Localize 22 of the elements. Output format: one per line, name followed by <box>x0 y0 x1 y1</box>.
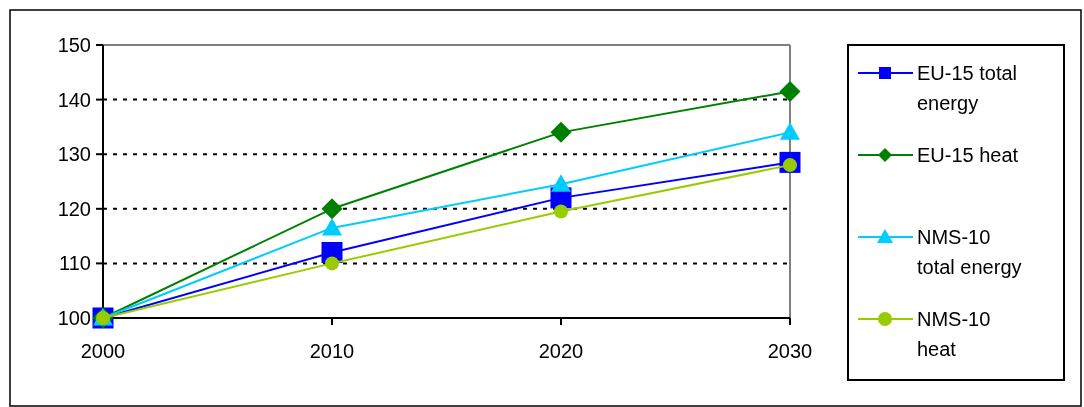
x-tick-label: 2010 <box>309 340 355 362</box>
y-tick-label: 110 <box>59 252 91 275</box>
point <box>779 80 801 102</box>
legend-label: EU-15 total energy <box>917 62 1018 114</box>
y-tick-label: 100 <box>57 307 91 329</box>
point <box>780 122 800 140</box>
x-tick-label: 2020 <box>538 340 584 362</box>
point <box>550 121 572 143</box>
y-tick-label: 140 <box>57 88 91 111</box>
point <box>554 204 568 219</box>
point <box>551 174 571 192</box>
y-tick-label: 150 <box>57 34 91 56</box>
legend-label: NMS-10 heat <box>917 308 991 360</box>
point <box>322 217 342 236</box>
legend-label: EU-15 heat <box>917 144 1019 166</box>
legend-label: NMS-10 total energy <box>917 226 1022 278</box>
point <box>321 198 343 220</box>
point <box>325 256 339 271</box>
x-tick-label: 2030 <box>767 340 813 362</box>
y-tick-label: 130 <box>57 143 91 166</box>
x-tick-label: 2000 <box>80 340 126 362</box>
y-tick-label: 120 <box>57 197 91 220</box>
